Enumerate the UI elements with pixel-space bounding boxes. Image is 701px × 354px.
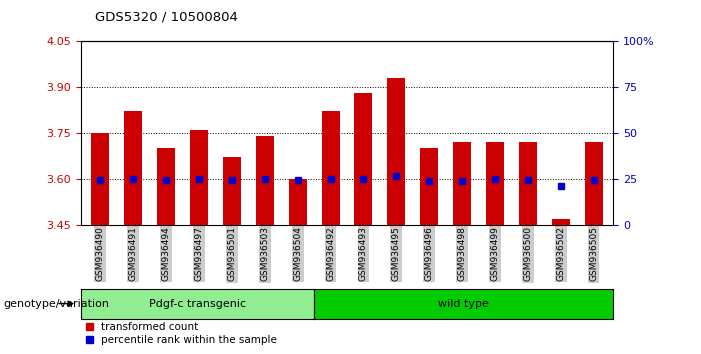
Bar xyxy=(519,142,537,225)
Bar xyxy=(289,179,307,225)
Legend: transformed count, percentile rank within the sample: transformed count, percentile rank withi… xyxy=(86,322,278,345)
Bar xyxy=(322,111,339,225)
Bar xyxy=(223,157,241,225)
Bar xyxy=(453,142,471,225)
Bar xyxy=(552,219,570,225)
Bar xyxy=(420,148,438,225)
Bar xyxy=(355,93,372,225)
Bar xyxy=(486,142,504,225)
Bar xyxy=(91,133,109,225)
Bar xyxy=(387,78,405,225)
Text: genotype/variation: genotype/variation xyxy=(4,298,109,309)
Text: GDS5320 / 10500804: GDS5320 / 10500804 xyxy=(95,10,238,23)
Bar xyxy=(190,130,208,225)
Bar xyxy=(585,142,603,225)
Text: wild type: wild type xyxy=(438,298,489,309)
Bar xyxy=(124,111,142,225)
Bar xyxy=(157,148,175,225)
Bar xyxy=(256,136,274,225)
Text: Pdgf-c transgenic: Pdgf-c transgenic xyxy=(149,298,246,309)
